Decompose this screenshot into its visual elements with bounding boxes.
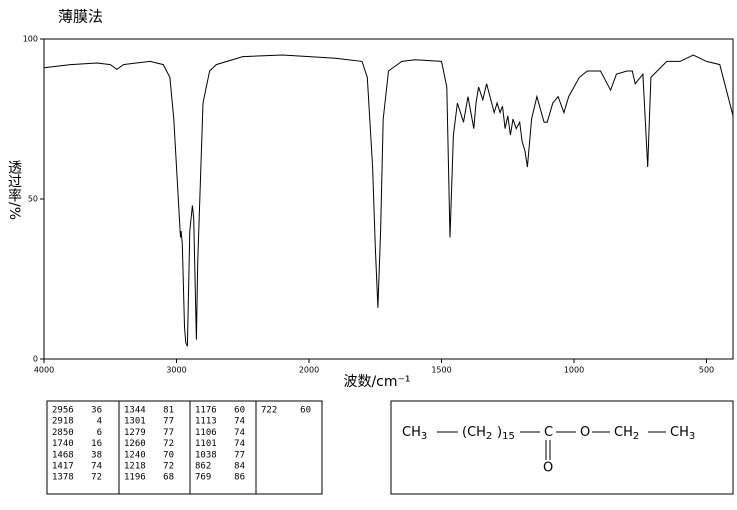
peak-wavenumber: 1417	[52, 462, 74, 472]
atom: O	[580, 425, 590, 440]
peak-transmittance: 74	[234, 439, 245, 449]
peak-transmittance: 38	[91, 450, 102, 460]
peak-transmittance: 72	[91, 473, 102, 483]
peak-wavenumber: 1101	[195, 439, 217, 449]
peak-transmittance: 72	[163, 462, 174, 472]
subscript: 3	[689, 431, 695, 442]
x-tick-label: 3000	[166, 366, 186, 375]
peak-transmittance: 74	[234, 428, 245, 438]
peak-transmittance: 60	[300, 406, 311, 416]
peak-transmittance: 6	[97, 428, 102, 438]
y-axis-label: 透过率/%	[6, 160, 22, 220]
atom: CH	[402, 425, 421, 440]
peak-transmittance: 77	[163, 428, 174, 438]
structure-group: CH2	[614, 425, 639, 443]
peak-wavenumber: 1740	[52, 439, 74, 449]
y-tick-label: 100	[23, 35, 38, 44]
peak-wavenumber: 2918	[52, 417, 74, 427]
peak-transmittance: 36	[91, 406, 102, 416]
peak-wavenumber: 769	[195, 473, 211, 483]
structure-group: CH3	[670, 425, 695, 443]
peak-transmittance: 74	[234, 417, 245, 427]
subscript: 2	[486, 431, 492, 442]
peak-wavenumber: 2956	[52, 406, 74, 416]
peak-transmittance: 74	[91, 462, 102, 472]
atom: CH	[670, 425, 689, 440]
peak-wavenumber: 1301	[124, 417, 146, 427]
x-tick-label: 4000	[34, 366, 54, 375]
structure-group: (CH2	[462, 425, 492, 443]
peak-wavenumber: 1279	[124, 428, 146, 438]
atom: CH	[614, 425, 633, 440]
x-axis-label: 波数/cm⁻¹	[343, 374, 410, 390]
structure-box	[390, 400, 734, 495]
plot-frame	[43, 38, 734, 360]
peak-table-box	[46, 400, 323, 495]
peak-transmittance: 86	[234, 473, 245, 483]
subscript: 15	[502, 431, 515, 442]
peak-transmittance: 16	[91, 439, 102, 449]
subscript: 2	[633, 431, 639, 442]
carbonyl-oxygen: O	[543, 461, 553, 476]
peak-wavenumber: 1218	[124, 462, 146, 472]
peak-transmittance: 68	[163, 473, 174, 483]
y-tick-label: 0	[33, 355, 38, 364]
peak-transmittance: 4	[97, 417, 102, 427]
peak-wavenumber: 1038	[195, 450, 217, 460]
peak-transmittance: 77	[234, 450, 245, 460]
peak-transmittance: 70	[163, 450, 174, 460]
peak-transmittance: 60	[234, 406, 245, 416]
x-tick-label: 500	[699, 366, 714, 375]
peak-wavenumber: 1468	[52, 450, 74, 460]
chart-title: 薄膜法	[58, 8, 103, 26]
peak-wavenumber: 2850	[52, 428, 74, 438]
structure-group: O	[580, 425, 590, 440]
peak-transmittance: 84	[234, 462, 245, 472]
atom: )	[497, 425, 502, 440]
peak-wavenumber: 1240	[124, 450, 146, 460]
x-tick-label: 2000	[299, 366, 319, 375]
structure-group: CH3	[402, 425, 427, 443]
peak-wavenumber: 722	[261, 406, 277, 416]
x-tick-label: 1000	[564, 366, 584, 375]
peak-wavenumber: 1378	[52, 473, 74, 483]
spectrum-line	[43, 54, 734, 347]
peak-wavenumber: 1113	[195, 417, 217, 427]
atom: C	[544, 425, 553, 440]
structure-group: )15	[497, 425, 515, 443]
peak-wavenumber: 1260	[124, 439, 146, 449]
y-tick-label: 50	[28, 195, 38, 204]
peak-wavenumber: 1176	[195, 406, 217, 416]
peak-wavenumber: 1344	[124, 406, 146, 416]
peak-transmittance: 77	[163, 417, 174, 427]
peak-transmittance: 72	[163, 439, 174, 449]
peak-wavenumber: 1196	[124, 473, 146, 483]
peak-transmittance: 81	[163, 406, 174, 416]
peak-wavenumber: 1106	[195, 428, 217, 438]
atom: (CH	[462, 425, 486, 440]
structure-group: C	[544, 425, 553, 440]
peak-wavenumber: 862	[195, 462, 211, 472]
subscript: 3	[421, 431, 427, 442]
x-tick-label: 1500	[431, 366, 451, 375]
